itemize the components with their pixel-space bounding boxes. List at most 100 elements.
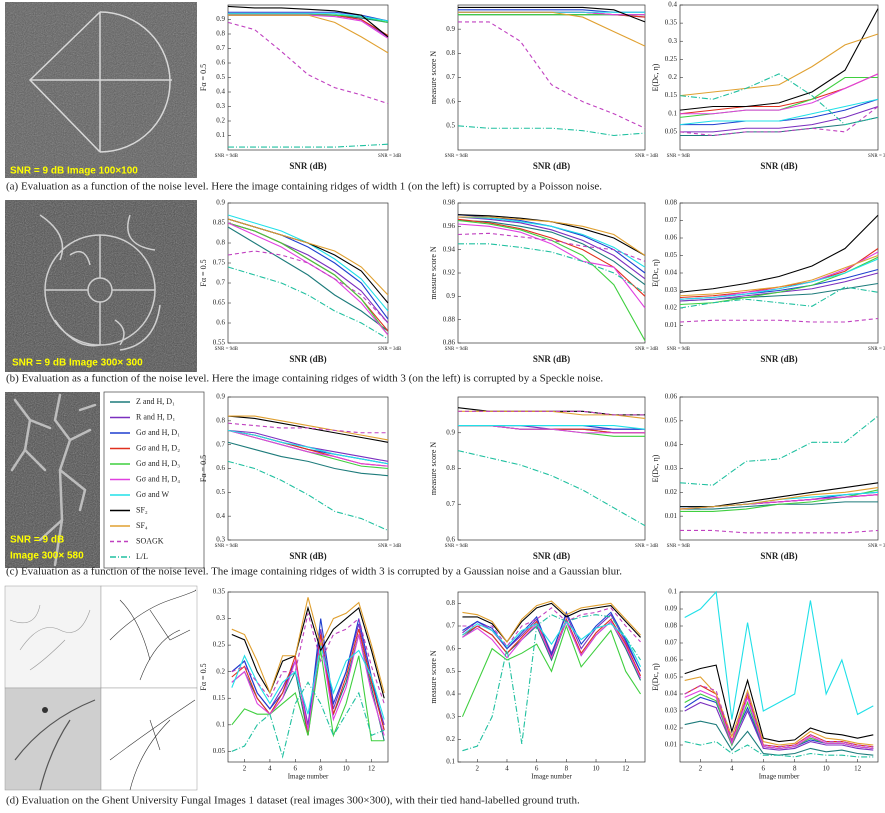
- series-line: [228, 415, 389, 441]
- y-tick-label: 0.35: [213, 588, 226, 596]
- image-label: SNR = 9 dB Image 300× 300: [12, 358, 143, 369]
- x-tick-label: 4: [505, 765, 509, 773]
- series-line: [458, 11, 646, 47]
- y-tick-label: 0.1: [446, 758, 455, 766]
- x-tick-label: 10: [823, 765, 831, 773]
- y-tick-label: 0.8: [446, 49, 455, 57]
- series-line: [458, 21, 646, 129]
- series-line: [680, 73, 879, 115]
- chart: 0.86 0.88 0.9 0.92 0.94 0.96 0.98 SNR = 9dB SNR …: [429, 199, 659, 364]
- x-axis-label: Image number: [531, 773, 572, 781]
- y-tick-label: 0.9: [216, 15, 225, 23]
- series-line: [458, 410, 645, 416]
- x-tick-label: SNR = 9dB: [445, 544, 469, 549]
- series-line: [679, 73, 879, 126]
- chart: 0.01 0.02 0.03 0.04 0.05 0.06 0.07 0.08 0.09 0.1 2…: [651, 588, 879, 781]
- y-tick-label: 0.88: [443, 315, 456, 323]
- x-axis-label: SNR (dB): [289, 551, 326, 561]
- series-line: [231, 605, 385, 699]
- legend-label: L/L: [136, 552, 148, 561]
- y-tick-label: 0.94: [443, 245, 456, 253]
- caption: (d) Evaluation on the Ghent University F…: [6, 795, 580, 807]
- series-line: [462, 602, 641, 643]
- y-tick-label: 0.3: [216, 614, 225, 622]
- y-tick-label: 0.75: [213, 259, 226, 267]
- image-label: SNR = 9 dB Image 100×100: [10, 166, 138, 177]
- y-tick-label: 0.1: [668, 588, 677, 596]
- y-tick-label: 0.65: [213, 299, 226, 307]
- y-tick-label: 0.6: [446, 536, 455, 544]
- y-tick-label: 0.05: [665, 416, 678, 424]
- x-tick-label: SNR = 9dB: [445, 347, 469, 352]
- x-tick-label: SNR = 9dB: [215, 347, 239, 352]
- chart: 0.01 0.02 0.03 0.04 0.05 0.06 0.07 0.08 SNR = 9d…: [651, 199, 885, 364]
- legend-label: Gσ and H, D₄: [136, 474, 180, 483]
- y-tick-label: 0.8: [216, 239, 225, 247]
- series-line: [679, 98, 879, 126]
- y-tick-label: 0.9: [216, 199, 225, 207]
- x-tick-label: SNR = 3dB: [378, 544, 402, 549]
- series-line: [679, 258, 879, 300]
- x-tick-label: SNR = 3dB: [635, 544, 659, 549]
- series-line: [457, 216, 646, 280]
- series-line: [227, 429, 389, 467]
- y-axis-label: measure score N: [429, 650, 438, 704]
- chart: 0.6 0.7 0.8 0.9 SNR = 9dB SNR = 3dB measure sc…: [429, 396, 659, 561]
- y-tick-label: 0.8: [446, 464, 455, 472]
- series-line: [227, 21, 389, 105]
- y-tick-label: 0.8: [216, 416, 225, 424]
- x-tick-label: 12: [368, 765, 376, 773]
- series-line: [461, 624, 642, 717]
- image-c: [5, 392, 100, 568]
- x-tick-label: 8: [565, 765, 569, 773]
- legend-label: Gσ and H, D₂: [136, 443, 180, 452]
- y-tick-label: 0.6: [446, 97, 455, 105]
- plot-frame: [679, 396, 879, 541]
- y-tick-label: 0.35: [665, 19, 678, 27]
- x-axis-label: SNR (dB): [533, 551, 570, 561]
- y-tick-label: 0.86: [443, 339, 456, 347]
- y-tick-label: 0.04: [665, 690, 678, 698]
- series-line: [679, 254, 879, 297]
- y-tick-label: 0.06: [665, 656, 678, 664]
- y-tick-label: 0.3: [216, 536, 225, 544]
- y-tick-label: 0.5: [446, 667, 455, 675]
- y-tick-label: 0.07: [665, 639, 678, 647]
- y-tick-label: 0.08: [665, 622, 678, 630]
- x-axis-label: SNR (dB): [289, 354, 326, 364]
- series-line: [457, 125, 646, 137]
- plot-frame: [457, 396, 646, 541]
- legend-label: R and H, D₁: [136, 412, 175, 421]
- x-tick-label: 4: [730, 765, 734, 773]
- y-tick-label: 0.8: [446, 599, 455, 607]
- series-line: [227, 226, 389, 332]
- y-tick-label: 0.1: [668, 109, 677, 117]
- y-tick-label: 0.2: [216, 667, 225, 675]
- y-tick-label: 0.7: [446, 622, 455, 630]
- x-axis-label: SNR (dB): [533, 161, 570, 171]
- chart: 0.1 0.2 0.3 0.4 0.5 0.6 0.7 0.8 2 4 6 8 10 12 measure …: [429, 591, 646, 781]
- y-tick-label: 0.01: [665, 321, 678, 329]
- y-tick-label: 0.01: [665, 741, 678, 749]
- y-tick-label: 0.03: [665, 707, 678, 715]
- y-tick-label: 0.9: [216, 393, 225, 401]
- series-line: [458, 425, 646, 430]
- x-tick-label: SNR = 9dB: [667, 154, 691, 159]
- series-line: [679, 317, 879, 323]
- y-tick-label: 0.3: [446, 712, 455, 720]
- plot-frame: [227, 4, 389, 151]
- series-line: [458, 216, 646, 256]
- x-axis-label: SNR (dB): [760, 551, 797, 561]
- x-tick-label: SNR = 3dB: [635, 154, 659, 159]
- x-tick-label: 10: [343, 765, 351, 773]
- x-tick-label: SNR = 9dB: [667, 544, 691, 549]
- legend-label: Gσ and W: [136, 490, 169, 499]
- series-line: [231, 634, 385, 736]
- y-tick-label: 0.06: [665, 393, 678, 401]
- x-tick-label: SNR = 3dB: [868, 347, 885, 352]
- series-line: [462, 600, 641, 643]
- y-tick-label: 0.8: [216, 30, 225, 38]
- series-line: [684, 590, 874, 720]
- y-tick-label: 0.15: [213, 694, 226, 702]
- chart: 0.1 0.2 0.3 0.4 0.5 0.6 0.7 0.8 0.9 SNR = 9dB SNR …: [199, 4, 402, 171]
